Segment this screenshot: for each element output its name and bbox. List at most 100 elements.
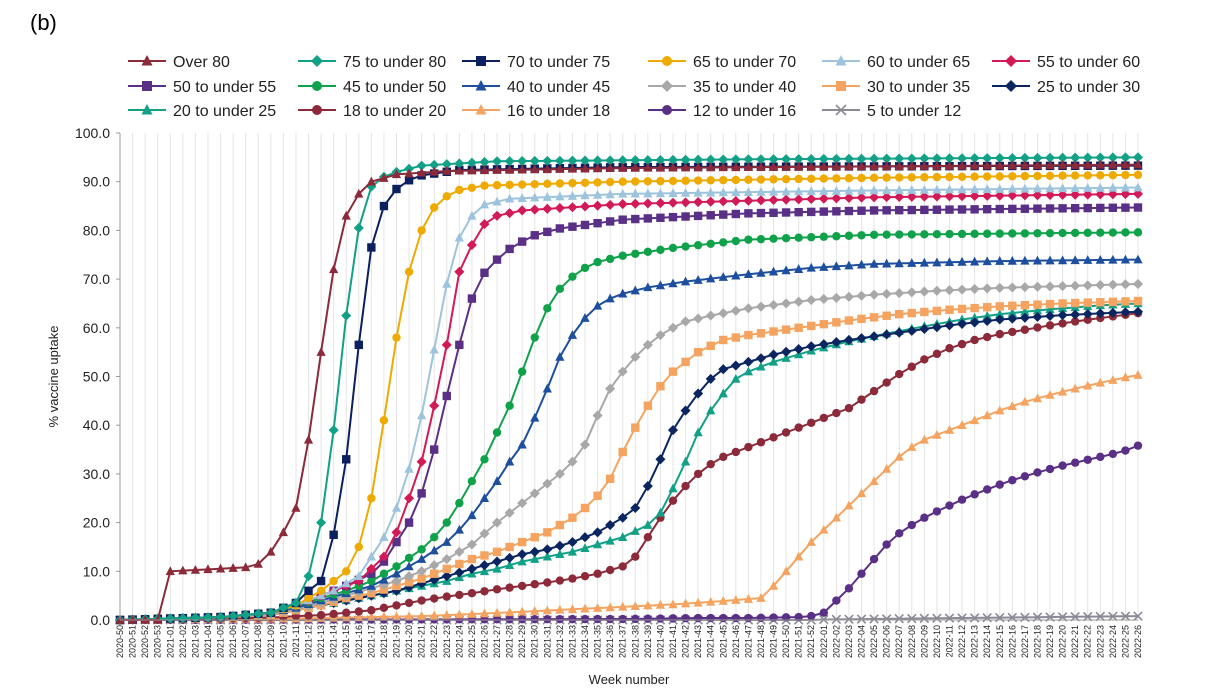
x-tick-label: 2021-22	[429, 625, 439, 658]
data-point	[869, 289, 880, 300]
data-point	[617, 199, 628, 210]
data-point	[492, 607, 502, 617]
data-point	[643, 214, 653, 223]
data-point	[907, 185, 917, 194]
data-point	[731, 162, 741, 172]
data-point	[844, 231, 854, 240]
data-point	[1058, 299, 1067, 308]
x-tick-label: 2021-41	[668, 625, 678, 658]
data-point	[1082, 280, 1093, 291]
data-point	[818, 193, 829, 204]
data-point	[605, 519, 616, 531]
data-point	[681, 614, 690, 623]
data-point	[379, 569, 389, 578]
data-point	[618, 215, 627, 224]
data-point	[643, 162, 653, 172]
data-point	[843, 291, 854, 302]
data-point	[719, 210, 728, 219]
data-point	[1032, 305, 1043, 315]
legend-label: 35 to under 40	[693, 79, 796, 96]
data-point	[265, 607, 276, 618]
x-tick-label: 2021-03	[190, 625, 200, 658]
data-point	[869, 331, 880, 342]
x-tick-label: 2022-22	[1083, 625, 1093, 658]
data-point	[819, 161, 829, 171]
data-point	[342, 567, 351, 576]
data-point	[843, 153, 854, 164]
data-point	[995, 309, 1005, 318]
data-point	[756, 175, 766, 184]
data-point	[530, 333, 539, 342]
data-point	[1107, 307, 1118, 318]
data-point	[982, 190, 993, 201]
data-point	[454, 609, 464, 619]
data-point	[957, 284, 968, 295]
data-point	[404, 463, 414, 473]
data-point	[969, 283, 980, 295]
data-point	[706, 613, 715, 623]
data-point	[995, 405, 1005, 415]
data-point	[1108, 203, 1118, 212]
y-tick-label: 30.0	[83, 466, 110, 482]
data-point	[831, 261, 841, 271]
data-point	[1044, 281, 1056, 292]
data-point	[1020, 255, 1030, 265]
data-point	[530, 192, 540, 202]
data-point	[1033, 300, 1042, 309]
data-point	[567, 155, 578, 166]
data-point	[793, 344, 804, 355]
data-point	[982, 184, 992, 193]
data-point	[643, 247, 653, 257]
data-point	[932, 160, 942, 170]
x-tick-label: 2021-48	[756, 625, 766, 658]
data-point	[1133, 159, 1143, 169]
data-point	[504, 456, 515, 466]
data-point	[1096, 298, 1105, 307]
data-point	[1133, 441, 1143, 450]
data-point	[882, 311, 891, 320]
x-tick-label: 2022-14	[982, 625, 992, 658]
data-point	[832, 207, 841, 216]
data-point	[1132, 278, 1144, 290]
x-tick-label: 2022-01	[819, 625, 829, 658]
data-point	[693, 187, 703, 197]
data-point	[542, 605, 552, 615]
data-point	[480, 181, 489, 190]
data-point	[1120, 307, 1131, 318]
data-point	[806, 341, 817, 352]
data-point	[1120, 611, 1131, 622]
x-tick-label: 2021-05	[216, 625, 226, 658]
legend-item: 5 to under 12	[822, 103, 961, 120]
data-point	[744, 235, 753, 244]
data-point	[869, 206, 879, 215]
data-point	[818, 339, 829, 350]
data-point	[819, 186, 829, 195]
data-point	[794, 323, 803, 332]
data-point	[1020, 472, 1030, 481]
data-point	[1083, 315, 1092, 324]
data-point	[153, 614, 163, 624]
data-point	[618, 614, 627, 624]
data-point	[756, 234, 766, 244]
data-point	[1083, 298, 1092, 307]
data-point	[995, 302, 1004, 311]
data-point	[530, 412, 540, 422]
legend-marker	[141, 104, 153, 115]
data-point	[517, 556, 527, 566]
data-point	[316, 517, 327, 528]
data-point	[592, 527, 603, 538]
y-tick-label: 70.0	[83, 271, 110, 287]
data-point	[416, 456, 427, 467]
series-25-to-under-30	[114, 306, 1144, 626]
data-point	[881, 329, 892, 340]
data-point	[1070, 183, 1080, 193]
data-point	[819, 524, 829, 534]
data-point	[957, 205, 967, 214]
data-point	[379, 603, 389, 613]
data-point	[957, 256, 967, 266]
data-point	[530, 606, 540, 615]
data-point	[304, 586, 313, 595]
data-point	[857, 314, 866, 324]
data-point	[907, 258, 917, 267]
data-point	[1108, 297, 1118, 307]
